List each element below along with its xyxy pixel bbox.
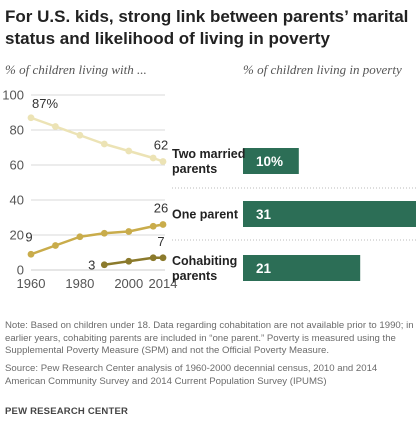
y-tick-label: 40 <box>10 193 24 208</box>
series-line <box>30 116 164 163</box>
data-label: 62 <box>154 138 168 153</box>
data-label: 7 <box>157 234 164 249</box>
y-tick-label: 60 <box>10 158 24 173</box>
data-point <box>125 257 133 265</box>
data-point <box>100 140 108 148</box>
line-chart-subtitle: % of children living with ... <box>5 62 147 77</box>
bar-value-label: 10% <box>256 154 283 169</box>
x-tick-label: 1980 <box>65 276 94 291</box>
data-point <box>100 229 108 237</box>
category-label: parents <box>172 269 217 283</box>
chart-source: Source: Pew Research Center analysis of … <box>5 363 378 387</box>
x-tick-label: 1960 <box>17 276 46 291</box>
poverty-bar <box>243 201 416 227</box>
data-label: 9 <box>25 229 32 244</box>
data-point <box>76 233 84 241</box>
category-label: One parent <box>172 208 239 222</box>
category-label: parents <box>172 162 217 176</box>
data-point <box>100 261 108 269</box>
chart-note: Note: Based on children under 18. Data r… <box>5 320 414 357</box>
series-line <box>104 256 163 266</box>
data-point <box>149 222 157 230</box>
chart-title: For U.S. kids, strong link between paren… <box>5 7 409 48</box>
data-point <box>159 254 167 262</box>
data-point <box>125 228 133 235</box>
x-tick-label: 2014 <box>149 276 178 291</box>
data-point <box>125 147 133 155</box>
brand-logo-text: PEW RESEARCH CENTER <box>5 406 129 417</box>
bar-value-label: 21 <box>256 261 272 276</box>
category-label: Cohabiting <box>172 254 237 268</box>
data-point <box>76 131 84 139</box>
y-tick-label: 0 <box>17 263 24 278</box>
x-tick-label: 2000 <box>114 276 143 291</box>
bar-chart-subtitle: % of children living in poverty <box>243 62 402 77</box>
chart-canvas: 0 20 40 60 80 100 1960 1980 2000 2014 87% 62 9 26 3 7 1… <box>2 88 416 292</box>
poverty-bar <box>243 148 299 174</box>
bar-value-label: 31 <box>256 207 272 222</box>
data-point <box>159 158 167 165</box>
data-point <box>52 242 59 249</box>
data-point <box>149 254 157 262</box>
data-label: 87% <box>32 96 58 111</box>
poverty-bar <box>243 255 361 281</box>
data-point <box>159 221 167 228</box>
data-point <box>27 250 35 258</box>
data-point <box>52 123 59 130</box>
data-label: 3 <box>88 257 95 272</box>
y-tick-label: 80 <box>10 123 24 138</box>
y-tick-label: 100 <box>2 88 24 103</box>
category-label: Two married <box>172 147 245 161</box>
line-chart: 0 20 40 60 80 100 1960 1980 2000 2014 87% 62 9 26 3 7 <box>2 88 177 292</box>
data-point <box>27 114 35 122</box>
series-line <box>30 223 164 256</box>
data-point <box>149 154 157 162</box>
y-tick-label: 20 <box>10 228 24 243</box>
data-label: 26 <box>154 201 168 216</box>
